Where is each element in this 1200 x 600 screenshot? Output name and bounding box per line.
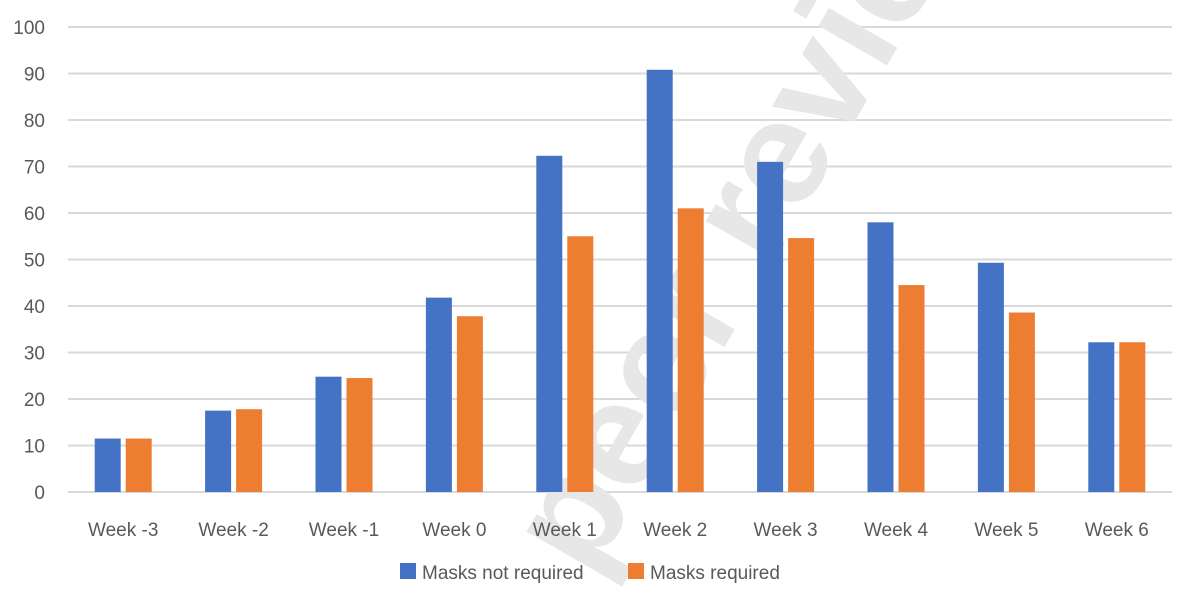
y-tick-label: 50 — [24, 251, 45, 272]
x-tick-label: Week -2 — [198, 520, 268, 541]
bar-masks-required — [456, 316, 483, 492]
y-tick-label: 60 — [24, 204, 45, 225]
y-tick-label: 0 — [34, 483, 45, 504]
x-tick-label: Week -1 — [309, 520, 379, 541]
bar-masks-required — [567, 236, 594, 492]
bar-masks-required — [1119, 342, 1146, 492]
legend: Masks not required Masks required — [400, 563, 780, 584]
bar-masks-required — [898, 285, 925, 492]
y-tick-label: 70 — [24, 158, 45, 179]
bar-masks-not-required — [425, 297, 452, 492]
bar-masks-not-required — [867, 222, 894, 493]
x-axis-ticks: Week -3 Week -2 Week -1 Week 0 Week 1 Week 2 W… — [88, 520, 1149, 541]
x-tick-label: Week 5 — [974, 520, 1038, 541]
bar-masks-not-required — [1088, 342, 1115, 492]
x-tick-label: Week 2 — [643, 520, 707, 541]
x-tick-label: Week 4 — [864, 520, 929, 541]
bar-masks-required — [677, 208, 704, 492]
legend-label: Masks not required — [422, 563, 584, 584]
y-tick-label: 20 — [24, 390, 45, 411]
bars — [94, 69, 1146, 493]
y-tick-label: 10 — [24, 437, 45, 458]
legend-swatch — [400, 563, 416, 579]
bar-masks-required — [346, 378, 373, 492]
bar-masks-not-required — [646, 69, 673, 492]
bar-masks-required — [236, 409, 263, 492]
x-tick-label: Week 1 — [533, 520, 597, 541]
y-tick-label: 100 — [13, 18, 45, 39]
y-tick-label: 30 — [24, 344, 45, 365]
legend-swatch — [628, 563, 644, 579]
y-tick-label: 40 — [24, 297, 45, 318]
y-axis-ticks: 0 10 20 30 40 50 60 70 80 90 100 — [13, 18, 45, 504]
bar-masks-not-required — [757, 161, 784, 492]
bar-masks-required — [1008, 312, 1035, 492]
bar-masks-not-required — [315, 376, 342, 492]
legend-label: Masks required — [650, 563, 780, 584]
y-tick-label: 90 — [24, 65, 45, 86]
x-tick-label: Week 3 — [754, 520, 818, 541]
bar-masks-not-required — [94, 438, 121, 492]
x-tick-label: Week -3 — [88, 520, 158, 541]
bar-masks-required — [788, 238, 815, 492]
bar-masks-not-required — [205, 410, 232, 492]
bar-masks-required — [125, 438, 152, 492]
bar-masks-not-required — [536, 155, 563, 492]
bar-masks-not-required — [977, 262, 1004, 492]
x-tick-label: Week 0 — [422, 520, 486, 541]
x-tick-label: Week 6 — [1085, 520, 1149, 541]
y-tick-label: 80 — [24, 111, 45, 132]
